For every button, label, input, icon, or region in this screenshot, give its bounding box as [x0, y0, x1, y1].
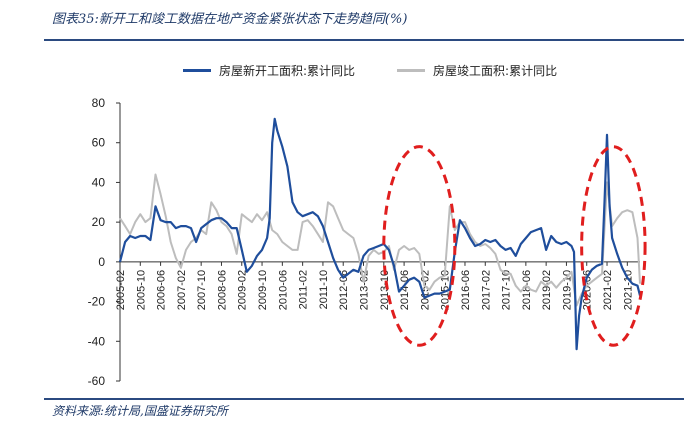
x-tick-label: 2016-06	[460, 270, 472, 310]
x-tick-label: 2021-10	[622, 270, 634, 310]
legend-item-new-starts: 房屋新开工面积:累计同比	[183, 62, 355, 79]
y-tick-label: 60	[92, 136, 106, 150]
source-note: 资料来源:统计局,国盛证券研究所	[52, 404, 228, 418]
x-tick-label: 2011-10	[318, 270, 330, 310]
series-line-new-starts	[118, 117, 642, 351]
source-rule	[44, 398, 684, 400]
x-tick-label: 2009-10	[257, 270, 269, 310]
x-tick-label: 2011-02	[298, 270, 310, 310]
figure-title: 图表35:新开工和竣工数据在地产资金紧张状态下走势趋同(%)	[52, 12, 408, 27]
y-tick-label: 0	[98, 255, 105, 269]
y-tick-label: -60	[88, 374, 106, 388]
x-tick-label: 2021-02	[602, 270, 614, 310]
x-tick-label: 2015-02	[419, 270, 431, 310]
legend-swatch-completions	[397, 69, 426, 72]
x-tick-label: 2005-02	[115, 270, 127, 310]
legend-swatch-new-starts	[183, 69, 211, 72]
x-tick-label: 2017-02	[480, 270, 492, 310]
x-tick-label: 2008-06	[216, 270, 228, 310]
title-rule	[44, 39, 684, 41]
x-tick-label: 2019-02	[541, 270, 553, 310]
x-tick-label: 2013-02	[359, 270, 371, 310]
series-line-completions	[119, 173, 641, 307]
x-tick-label: 2007-02	[176, 270, 188, 310]
y-tick-label: -20	[88, 295, 106, 309]
y-tick-label: -40	[88, 334, 106, 348]
annotation-ellipse-1	[382, 145, 457, 347]
x-tick-label: 2007-10	[196, 270, 208, 310]
x-tick-label: 2005-10	[135, 270, 147, 310]
x-tick-label: 2018-06	[521, 270, 533, 310]
legend-label-completions: 房屋竣工面积:累计同比	[433, 64, 558, 78]
chart-legend: 房屋新开工面积:累计同比 房屋竣工面积:累计同比	[183, 62, 599, 79]
annotation-ellipse-2	[580, 145, 647, 347]
x-tick-label: 2012-06	[338, 270, 350, 310]
y-tick-label: 20	[92, 215, 106, 229]
x-tick-label: 2006-06	[156, 270, 168, 310]
legend-label-new-starts: 房屋新开工面积:累计同比	[219, 64, 356, 78]
x-tick-label: 2013-10	[379, 270, 391, 310]
x-tick-label: 2010-06	[277, 270, 289, 310]
y-tick-label: 80	[92, 96, 106, 110]
x-tick-label: 2017-10	[501, 270, 513, 310]
y-tick-label: 40	[92, 175, 106, 189]
x-tick-label: 2009-02	[237, 270, 249, 310]
legend-item-completions: 房屋竣工面积:累计同比	[397, 62, 557, 79]
x-tick-label: 2015-10	[440, 270, 452, 310]
